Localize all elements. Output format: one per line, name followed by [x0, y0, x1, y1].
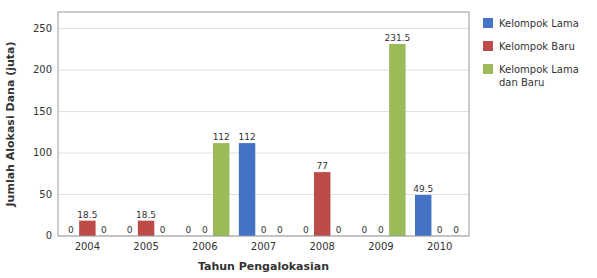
chart-container: 0501001502002500001120049.518.518.500770…	[0, 0, 597, 278]
y-tick-label: 150	[33, 106, 52, 117]
data-label: 0	[437, 225, 443, 235]
data-label: 0	[453, 225, 459, 235]
legend-swatch	[483, 64, 493, 74]
x-tick-label: 2007	[251, 241, 276, 252]
bars	[79, 44, 431, 236]
data-label: 49.5	[413, 184, 433, 194]
grid-line	[58, 153, 469, 154]
legend-swatch	[483, 41, 493, 51]
data-label: 77	[316, 161, 327, 171]
legend-label: Kelompok Lamadan Baru	[499, 64, 579, 88]
data-label: 0	[362, 225, 368, 235]
data-label: 0	[101, 225, 107, 235]
y-axis-title: Jumlah Alokasi Dana (juta)	[4, 42, 17, 208]
data-label: 231.5	[384, 33, 410, 43]
bar	[138, 221, 154, 236]
bar	[415, 195, 431, 236]
data-label: 0	[378, 225, 384, 235]
bar	[213, 143, 229, 236]
grid-line	[58, 194, 469, 195]
data-label: 0	[277, 225, 283, 235]
y-tick-label: 50	[39, 189, 52, 200]
data-label: 112	[238, 132, 255, 142]
data-label: 0	[68, 225, 74, 235]
x-tick-label: 2005	[133, 241, 158, 252]
data-label: 18.5	[136, 210, 156, 220]
grid-line	[58, 111, 469, 112]
data-label: 18.5	[77, 210, 97, 220]
y-tick-label: 0	[46, 230, 52, 241]
legend-label: Kelompok Baru	[499, 41, 575, 52]
grid-line	[58, 70, 469, 71]
data-label: 0	[160, 225, 166, 235]
data-label: 112	[213, 132, 230, 142]
chart: 0501001502002500001120049.518.518.500770…	[0, 0, 597, 278]
bar	[389, 44, 405, 236]
legend-swatch	[483, 18, 493, 28]
plot-background	[58, 12, 469, 236]
x-tick-label: 2004	[75, 241, 100, 252]
data-labels: 0001120049.518.518.50077000011200231.50	[68, 33, 459, 235]
bar	[79, 221, 95, 236]
legend: Kelompok Lama Kelompok Baru Kelompok Lamad…	[483, 18, 579, 88]
data-label: 0	[303, 225, 309, 235]
y-tick-label: 200	[33, 64, 52, 75]
legend-label: Kelompok Lama	[499, 18, 579, 29]
x-tick-label: 2009	[368, 241, 393, 252]
bar	[314, 172, 330, 236]
data-label: 0	[336, 225, 342, 235]
x-axis-title: Tahun Pengalokasian	[198, 260, 329, 273]
y-tick-label: 100	[33, 147, 52, 158]
y-tick-label: 250	[33, 23, 52, 34]
bar	[239, 143, 255, 236]
data-label: 0	[185, 225, 191, 235]
x-tick-label: 2008	[309, 241, 334, 252]
x-tick-label: 2010	[427, 241, 452, 252]
grid	[58, 29, 469, 236]
data-label: 0	[261, 225, 267, 235]
x-tick-label: 2006	[192, 241, 217, 252]
grid-line	[58, 28, 469, 29]
data-label: 0	[127, 225, 133, 235]
data-label: 0	[202, 225, 208, 235]
plot-frame	[58, 12, 469, 236]
